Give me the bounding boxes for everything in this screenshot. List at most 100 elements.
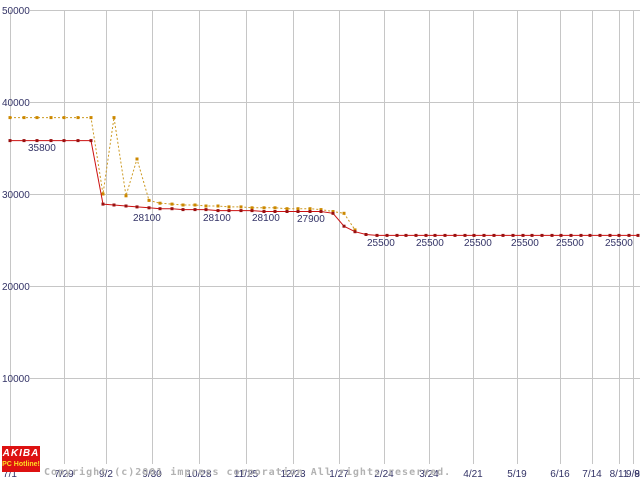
series-red-solid-marker bbox=[49, 139, 53, 143]
value-label: 25500 bbox=[511, 238, 539, 249]
series-red-solid-marker bbox=[35, 139, 39, 143]
series-red-solid-marker bbox=[319, 210, 323, 213]
value-label: 28100 bbox=[203, 213, 231, 224]
series-red-solid-marker bbox=[559, 233, 563, 237]
series-orange-dotted-marker bbox=[239, 205, 243, 209]
series-red-solid-marker bbox=[62, 139, 66, 143]
series-red-solid-marker bbox=[227, 209, 231, 213]
value-label: 25500 bbox=[416, 238, 444, 249]
x-tick-label: 7/14 bbox=[582, 469, 602, 480]
y-tick-label: 50000 bbox=[2, 6, 30, 17]
series-red-solid-marker bbox=[193, 208, 197, 212]
series-red-solid-marker bbox=[540, 233, 544, 237]
series-orange-dotted-marker bbox=[285, 207, 289, 211]
x-tick-label: 2/24 bbox=[374, 469, 394, 480]
series-red-solid bbox=[8, 139, 640, 237]
series-orange-dotted-marker bbox=[135, 157, 139, 161]
series-orange-dotted-marker bbox=[49, 116, 53, 120]
series-orange-dotted-marker bbox=[204, 204, 208, 208]
series-red-solid-marker bbox=[101, 202, 105, 206]
series-orange-dotted-marker bbox=[170, 202, 174, 206]
x-tick-label: 5/19 bbox=[507, 469, 527, 480]
series-orange-dotted-marker bbox=[308, 207, 312, 211]
series-red-solid-marker bbox=[608, 233, 612, 237]
gridlines bbox=[10, 10, 640, 464]
series-red-solid-marker bbox=[239, 209, 243, 213]
series-red-solid-marker bbox=[331, 211, 335, 215]
series-red-solid-marker bbox=[453, 233, 457, 237]
x-tick-label: 12/23 bbox=[280, 469, 305, 480]
series-red-solid-marker bbox=[414, 233, 418, 237]
series-red-solid-marker bbox=[112, 203, 116, 207]
series-red-solid-marker bbox=[89, 139, 93, 143]
series-red-solid-marker bbox=[472, 233, 476, 237]
series-orange-dotted-line bbox=[10, 117, 356, 231]
akiba-pc-hotline-logo: AKIBA PC Hotline! bbox=[2, 446, 40, 472]
series-red-solid-marker bbox=[170, 207, 174, 211]
series-red-solid-marker bbox=[135, 205, 139, 209]
series-orange-dotted-marker bbox=[227, 205, 231, 209]
x-tick-label: 6/16 bbox=[550, 469, 570, 480]
series-red-solid-marker bbox=[216, 209, 220, 213]
series-red-solid-marker bbox=[550, 233, 554, 237]
series-red-solid-marker bbox=[124, 204, 128, 208]
series-orange-dotted-marker bbox=[112, 116, 116, 120]
series-red-solid-marker bbox=[364, 233, 368, 236]
value-label: 35800 bbox=[28, 143, 56, 154]
value-label: 25500 bbox=[464, 238, 492, 249]
value-label: 28100 bbox=[133, 213, 161, 224]
series-orange-dotted-marker bbox=[76, 116, 80, 120]
value-label: 25500 bbox=[605, 238, 633, 249]
series-red-solid-marker bbox=[22, 139, 26, 143]
x-tick-label: 3/24 bbox=[419, 469, 439, 480]
series-red-solid-marker bbox=[204, 208, 208, 212]
series-red-solid-marker bbox=[375, 233, 379, 237]
series-orange-dotted-marker bbox=[353, 228, 357, 232]
series-red-solid-marker bbox=[617, 233, 621, 237]
series-orange-dotted-marker bbox=[35, 116, 39, 120]
series-red-solid-marker bbox=[443, 233, 447, 237]
value-label: 28100 bbox=[252, 213, 280, 224]
series-red-solid-marker bbox=[579, 233, 583, 237]
series-orange-dotted-marker bbox=[331, 210, 335, 213]
series-orange-dotted-marker bbox=[62, 116, 66, 120]
value-label: 25500 bbox=[367, 238, 395, 249]
logo-akiba-text: AKIBA bbox=[2, 448, 40, 459]
series-red-solid-marker bbox=[463, 233, 467, 237]
series-orange-dotted-marker bbox=[181, 203, 185, 207]
logo-pchotline-text: PC Hotline! bbox=[2, 461, 40, 468]
series-red-solid-marker bbox=[636, 233, 640, 237]
series-red-solid-marker bbox=[598, 233, 602, 237]
x-tick-label: 8/11 bbox=[610, 469, 629, 480]
series-orange-dotted-marker bbox=[319, 208, 323, 212]
series-red-solid-marker bbox=[385, 233, 389, 237]
x-tick-label: 4/21 bbox=[463, 469, 483, 480]
series-red-solid-marker bbox=[492, 233, 496, 237]
series-red-solid-marker bbox=[588, 233, 592, 237]
series-orange-dotted-marker bbox=[101, 192, 105, 196]
series-red-solid-marker bbox=[262, 210, 266, 213]
series-orange-dotted-marker bbox=[342, 211, 346, 215]
series-orange-dotted-marker bbox=[250, 206, 254, 210]
series-orange-dotted-marker bbox=[216, 204, 220, 208]
copyright-line1: Copyright (c)2001 impress corporation Al… bbox=[44, 467, 452, 478]
series-orange-dotted-marker bbox=[89, 116, 93, 120]
x-tick-label: 1/27 bbox=[329, 469, 349, 480]
series-red-solid-marker bbox=[296, 210, 300, 213]
x-tick-label: 9/15 bbox=[634, 469, 640, 480]
series-red-solid-marker bbox=[76, 139, 80, 143]
series-orange-dotted-marker bbox=[147, 198, 151, 202]
copyright-notice: Copyright (c)2001 impress corporation Al… bbox=[44, 443, 451, 480]
series-orange-dotted-marker bbox=[8, 116, 12, 120]
series-red-solid-marker bbox=[627, 233, 631, 237]
series-red-solid-marker bbox=[521, 233, 525, 237]
value-label: 27900 bbox=[297, 214, 325, 225]
series-red-solid-marker bbox=[482, 233, 486, 237]
series-red-solid-marker bbox=[147, 206, 151, 210]
series-red-solid-marker bbox=[569, 233, 573, 237]
series-red-solid-marker bbox=[342, 224, 346, 228]
y-tick-label: 10000 bbox=[2, 374, 30, 385]
y-tick-label: 40000 bbox=[2, 98, 30, 109]
y-tick-label: 20000 bbox=[2, 282, 30, 293]
series-red-solid-marker bbox=[285, 210, 289, 213]
